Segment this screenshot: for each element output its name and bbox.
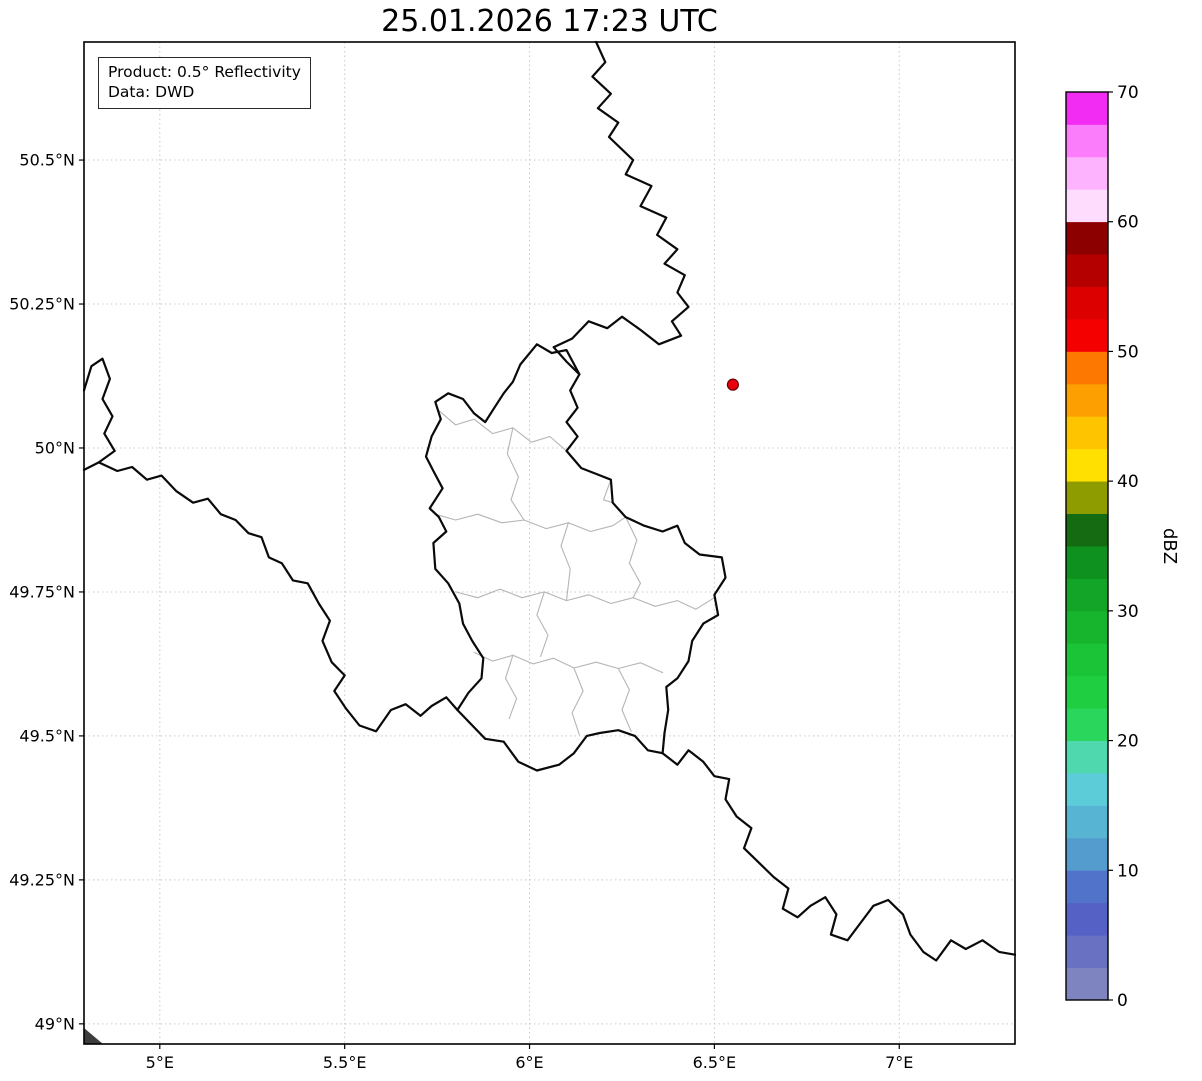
colorbar-tick-label: 50 xyxy=(1117,342,1139,362)
colorbar-segment xyxy=(1066,481,1108,514)
plot-frame xyxy=(83,41,1016,1045)
canton-border xyxy=(617,667,632,732)
colorbar-segment xyxy=(1066,383,1108,417)
colorbar-tick-label: 10 xyxy=(1117,861,1139,881)
canton-border xyxy=(455,588,715,610)
canton-border xyxy=(536,591,549,657)
x-tick-label: 6.5°E xyxy=(693,1053,737,1072)
x-tick-label: 5°E xyxy=(146,1053,174,1072)
colorbar-segment xyxy=(1066,578,1108,612)
belgium-germany-border xyxy=(552,40,690,376)
canton-border xyxy=(434,513,627,533)
x-tick-label: 5.5°E xyxy=(323,1053,367,1072)
x-tick-label: 6°E xyxy=(515,1053,543,1072)
colorbar-unit-label: dBZ xyxy=(1159,528,1180,564)
product-info-box: Product: 0.5° Reflectivity Data: DWD xyxy=(98,57,311,109)
colorbar-segment xyxy=(1066,319,1108,352)
y-tick-label: 50°N xyxy=(35,438,75,457)
colorbar-tick-label: 40 xyxy=(1117,472,1139,492)
y-tick-label: 50.5°N xyxy=(19,151,75,170)
colorbar-segment xyxy=(1066,124,1108,158)
colorbar-tick-label: 20 xyxy=(1117,732,1139,752)
country-borders xyxy=(82,40,1017,962)
y-tick-label: 49°N xyxy=(35,1014,75,1033)
canton-border xyxy=(473,651,664,674)
canton-border xyxy=(625,516,642,599)
luxembourg-canton-borders xyxy=(434,410,715,736)
colorbar-segment xyxy=(1066,967,1108,1001)
y-tick-label: 49.25°N xyxy=(9,870,75,889)
luxembourg-border xyxy=(424,343,727,772)
france-belgium-border xyxy=(97,461,459,733)
y-tick-label: 50.25°N xyxy=(9,295,75,314)
colorbar-segment xyxy=(1066,675,1108,709)
colorbar-segment xyxy=(1066,546,1108,579)
colorbar-segment xyxy=(1066,221,1108,255)
figure-title: 25.01.2026 17:23 UTC xyxy=(381,4,718,39)
colorbar-segment xyxy=(1066,935,1108,968)
corner-artifact xyxy=(84,1028,103,1044)
colorbar-segment xyxy=(1066,92,1108,125)
canton-border xyxy=(504,654,518,720)
colorbar-segment xyxy=(1066,351,1108,385)
colorbar-frame xyxy=(1065,91,1109,1001)
colorbar-segment xyxy=(1066,708,1108,741)
y-tick-label: 49.5°N xyxy=(19,726,75,745)
x-tick-label: 7°E xyxy=(885,1053,913,1072)
colorbar-segment xyxy=(1066,610,1108,644)
colorbar-segment xyxy=(1066,740,1108,774)
france-belgium-border-givet xyxy=(82,357,116,471)
france-germany-border xyxy=(661,749,1017,962)
data-source-line: Data: DWD xyxy=(108,83,195,102)
colorbar-tick-label: 60 xyxy=(1117,213,1139,233)
y-tick-label: 49.75°N xyxy=(9,582,75,601)
colorbar-tick-label: 70 xyxy=(1117,83,1139,103)
colorbar-segment xyxy=(1066,254,1108,287)
colorbar-tick-label: 30 xyxy=(1117,602,1139,622)
canton-border xyxy=(438,410,568,452)
radar-location-marker xyxy=(726,378,739,391)
colorbar-segment xyxy=(1066,773,1108,806)
gridlines-and-axes: 5°E 5.5°E 6°E 6.5°E 7°E 50.5°N 50.25°N 50°N 49.7… xyxy=(9,42,1015,1072)
colorbar-tick-label: 0 xyxy=(1117,991,1128,1011)
colorbar-segment xyxy=(1066,870,1108,904)
colorbar-segment xyxy=(1066,189,1108,223)
colorbar: 0 10 20 30 40 50 60 70 dBZ xyxy=(1065,83,1180,1011)
colorbar-segment xyxy=(1066,286,1108,320)
canton-border xyxy=(602,479,614,504)
canton-border xyxy=(506,427,525,521)
colorbar-segment xyxy=(1066,902,1108,936)
colorbar-segment xyxy=(1066,643,1108,677)
canton-border xyxy=(571,667,584,736)
colorbar-segment xyxy=(1066,513,1108,547)
canton-border xyxy=(560,522,571,602)
colorbar-segment xyxy=(1066,805,1108,839)
product-line: Product: 0.5° Reflectivity xyxy=(108,63,301,81)
colorbar-segment xyxy=(1066,837,1108,871)
colorbar-segment xyxy=(1066,416,1108,450)
colorbar-segment xyxy=(1066,156,1108,190)
colorbar-segment xyxy=(1066,448,1108,482)
